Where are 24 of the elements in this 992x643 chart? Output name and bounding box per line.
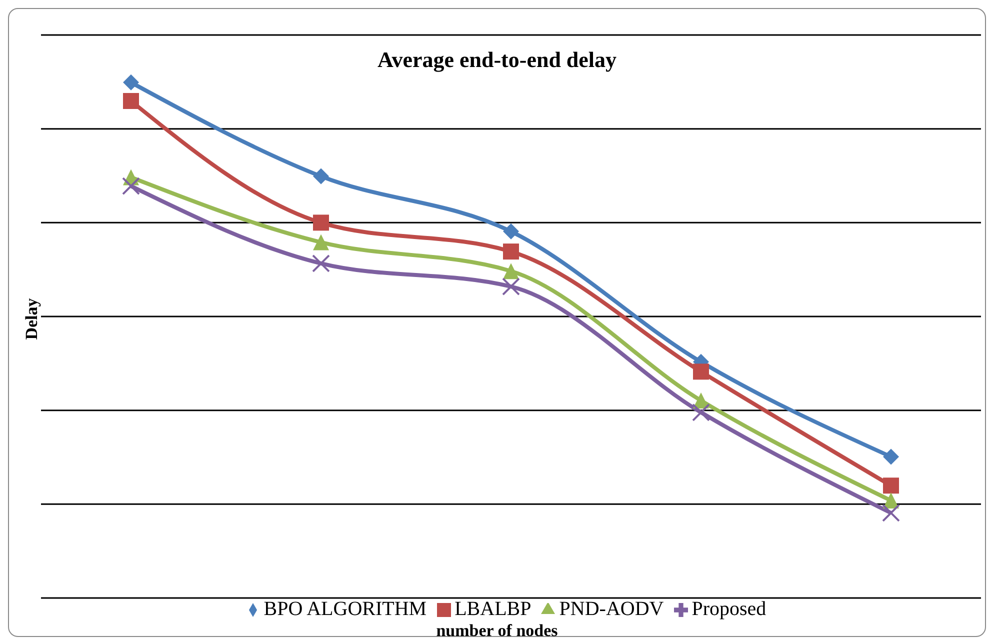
point <box>503 263 519 280</box>
point <box>313 234 329 250</box>
point <box>692 403 710 422</box>
legend-label: LBALBP <box>454 598 532 620</box>
point <box>313 214 329 231</box>
chart-title: Average end-to-end delay <box>376 47 618 73</box>
point <box>503 223 519 240</box>
point <box>883 478 899 494</box>
x-axis-title: number of nodes <box>435 621 559 641</box>
point <box>883 448 899 465</box>
point <box>693 364 709 380</box>
point <box>312 254 330 272</box>
legend-label: BPO ALGORITHM <box>264 598 427 620</box>
y-axis-title: Delay <box>22 298 42 340</box>
point <box>883 492 899 509</box>
point <box>123 92 139 109</box>
point <box>313 168 329 184</box>
point <box>122 177 140 196</box>
legend-label: PND-AODV <box>559 598 664 620</box>
legend-label: Proposed <box>692 598 766 620</box>
point <box>882 504 900 522</box>
point <box>502 278 520 296</box>
point <box>503 244 519 260</box>
point <box>123 74 139 90</box>
